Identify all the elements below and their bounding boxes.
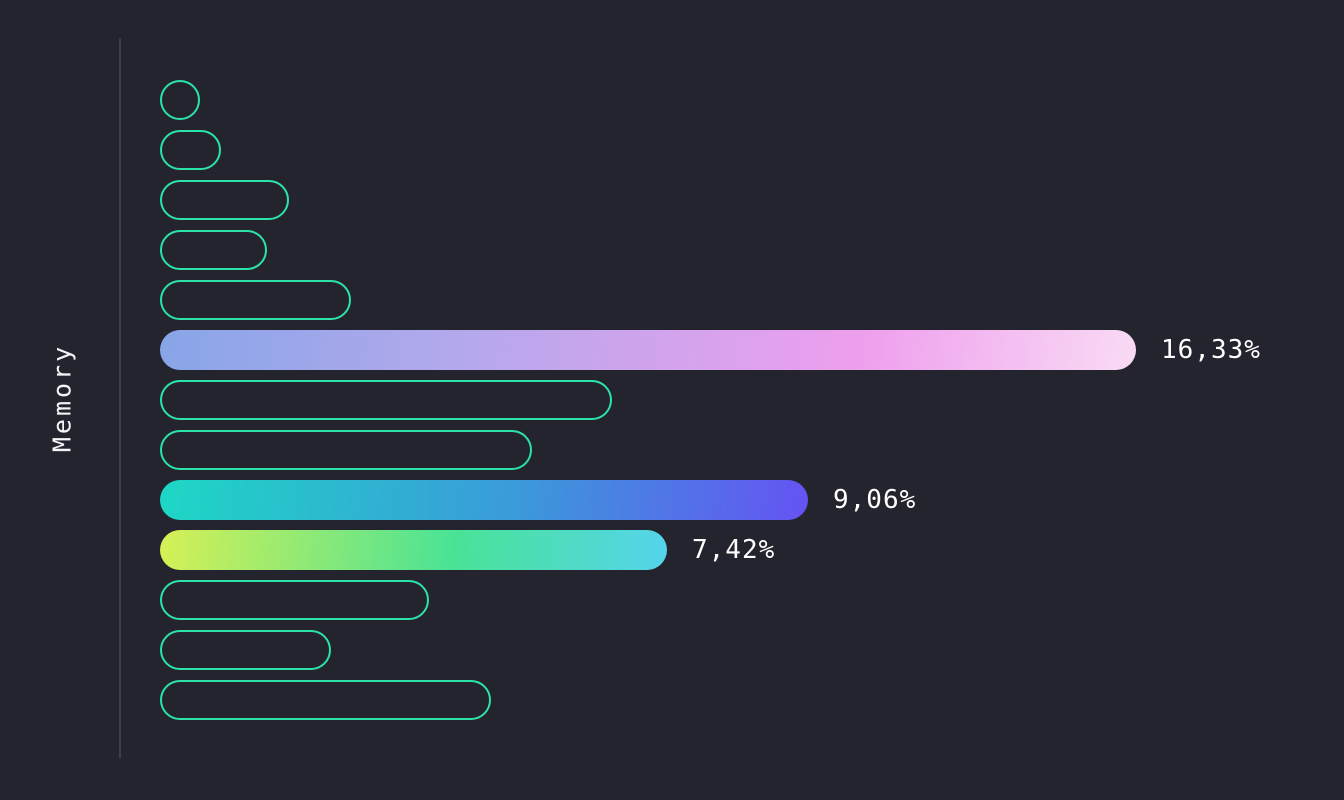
- bar-3: [160, 180, 289, 220]
- bar-row: [160, 380, 1261, 420]
- bar-12: [160, 630, 331, 670]
- bar-row: 7,42%: [160, 530, 1261, 570]
- bar-row: 16,33%: [160, 330, 1261, 370]
- y-axis-line: [119, 38, 121, 758]
- bar-1: [160, 80, 200, 120]
- bar-row: [160, 230, 1261, 270]
- bar-2: [160, 130, 221, 170]
- bar-row: 9,06%: [160, 480, 1261, 520]
- bar-4: [160, 230, 267, 270]
- bar-10: [160, 530, 667, 570]
- bar-series: 16,33% 9,06% 7,42%: [160, 80, 1261, 720]
- bar-value-label: 9,06%: [833, 485, 917, 515]
- bar-value-label: 16,33%: [1161, 335, 1261, 365]
- bar-row: [160, 580, 1261, 620]
- bar-row: [160, 680, 1261, 720]
- bar-5: [160, 280, 351, 320]
- bar-13: [160, 680, 491, 720]
- bar-row: [160, 180, 1261, 220]
- bar-8: [160, 430, 532, 470]
- bar-7: [160, 380, 612, 420]
- bar-row: [160, 80, 1261, 120]
- bar-row: [160, 130, 1261, 170]
- bar-row: [160, 280, 1261, 320]
- bar-value-label: 7,42%: [692, 535, 776, 565]
- bar-11: [160, 580, 429, 620]
- bar-row: [160, 430, 1261, 470]
- bar-6: [160, 330, 1136, 370]
- y-axis-label: Memory: [47, 343, 77, 453]
- bar-row: [160, 630, 1261, 670]
- bar-9: [160, 480, 808, 520]
